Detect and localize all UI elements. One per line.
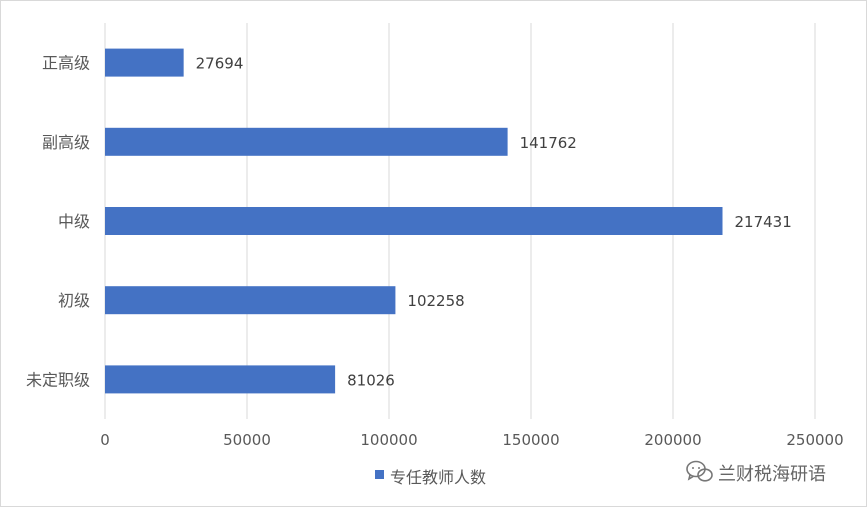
data-labels: 27694 141762 217431 102258 81026 xyxy=(196,55,792,390)
data-label: 217431 xyxy=(735,213,792,231)
bar xyxy=(105,286,396,315)
x-tick-label: 100000 xyxy=(360,431,417,449)
category-label: 未定职级 xyxy=(26,370,90,389)
category-label: 初级 xyxy=(58,291,90,310)
x-tick-labels: 0 50000 100000 150000 200000 250000 xyxy=(100,431,843,449)
x-tick-label: 250000 xyxy=(786,431,843,449)
x-tick-label: 200000 xyxy=(644,431,701,449)
bars xyxy=(105,48,723,394)
x-tick-label: 0 xyxy=(100,431,110,449)
legend-label: 专任教师人数 xyxy=(390,468,486,487)
watermark: 兰财税海研语 xyxy=(686,460,826,485)
x-tick-label: 50000 xyxy=(223,431,271,449)
legend-swatch xyxy=(375,470,384,479)
data-label: 102258 xyxy=(407,292,464,310)
legend: 专任教师人数 xyxy=(375,468,486,487)
x-tick-label: 150000 xyxy=(502,431,559,449)
category-label: 中级 xyxy=(58,212,90,231)
watermark-text: 兰财税海研语 xyxy=(718,464,826,485)
category-label: 副高级 xyxy=(42,133,90,152)
data-label: 81026 xyxy=(347,371,395,389)
bar xyxy=(105,48,184,77)
category-label: 正高级 xyxy=(42,54,90,73)
bar xyxy=(105,365,336,394)
bar xyxy=(105,127,508,156)
data-label: 141762 xyxy=(520,134,577,152)
wechat-icon xyxy=(686,460,713,482)
data-label: 27694 xyxy=(196,55,244,73)
bar xyxy=(105,207,723,235)
